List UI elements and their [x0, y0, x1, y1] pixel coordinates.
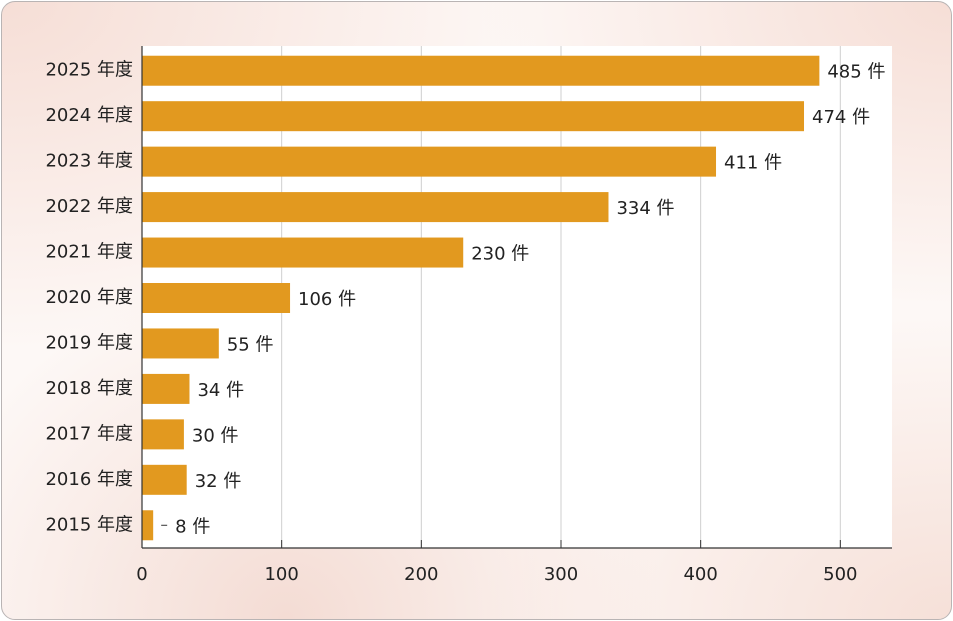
y-tick-label: 2025 年度 [45, 60, 133, 81]
y-tick-label: 2018 年度 [45, 378, 133, 399]
bar [142, 146, 717, 177]
bar [142, 373, 190, 404]
x-tick-label: 0 [136, 564, 147, 585]
y-tick-label: 2024 年度 [45, 105, 133, 126]
y-tick-label: 2021 年度 [45, 242, 133, 263]
y-tick-label: 2022 年度 [45, 196, 133, 217]
value-label: 485 件 [827, 62, 885, 83]
value-label: 34 件 [197, 380, 244, 401]
bar [142, 55, 820, 86]
value-label: 230 件 [471, 244, 529, 265]
bar [142, 510, 154, 541]
value-label: 106 件 [298, 289, 356, 310]
bar [142, 328, 219, 359]
x-tick-label: 100 [264, 564, 298, 585]
y-tick-label: 2017 年度 [45, 423, 133, 444]
bar [142, 101, 805, 132]
bar [142, 464, 187, 495]
value-label: 411 件 [724, 153, 782, 174]
bar [142, 192, 609, 223]
bar [142, 237, 464, 268]
bar [142, 419, 184, 450]
x-tick-label: 400 [683, 564, 717, 585]
y-tick-label: 2019 年度 [45, 332, 133, 353]
value-label: 474 件 [812, 107, 870, 128]
value-label: 8 件 [175, 516, 210, 537]
value-label: 32 件 [195, 471, 242, 492]
y-tick-label: 2020 年度 [45, 287, 133, 308]
value-label: 55 件 [227, 334, 274, 355]
bar [142, 283, 291, 313]
value-label: 334 件 [616, 198, 674, 219]
y-tick-label: 2016 年度 [45, 469, 133, 490]
y-tick-label: 2023 年度 [45, 151, 133, 172]
x-tick-label: 200 [404, 564, 438, 585]
x-tick-label: 500 [823, 564, 857, 585]
value-label: 30 件 [192, 425, 239, 446]
x-tick-label: 300 [544, 564, 578, 585]
y-tick-label: 2015 年度 [45, 514, 133, 535]
